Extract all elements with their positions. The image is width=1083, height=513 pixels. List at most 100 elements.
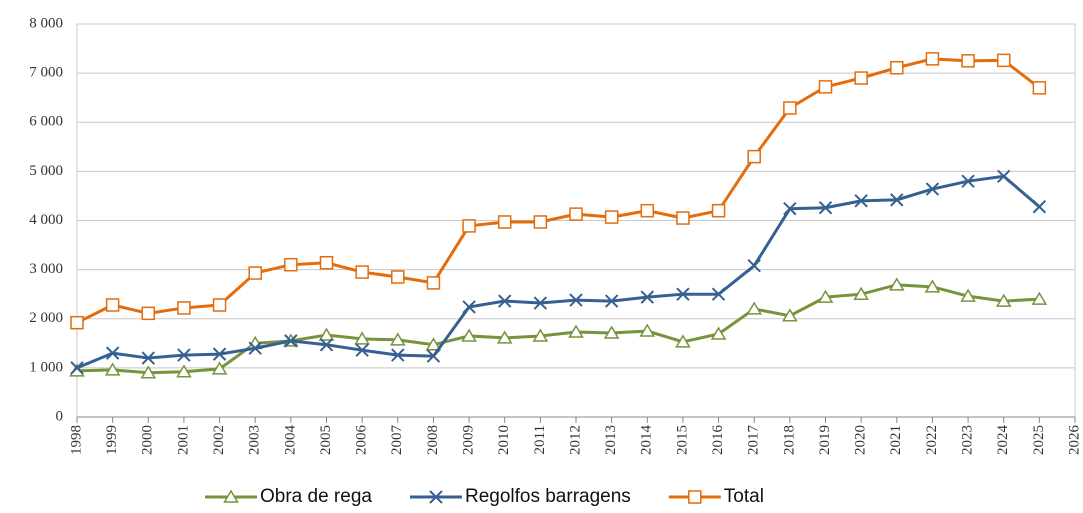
x-tick-label: 2001 [175,425,191,455]
marker [675,334,691,348]
series-line [76,174,1041,370]
x-tick-label: 2012 [567,425,583,455]
marker [105,346,120,360]
x-tick-label: 2013 [603,425,619,455]
marker [355,265,369,279]
marker [70,315,84,330]
marker [177,348,191,362]
marker [817,289,834,303]
marker [604,210,619,224]
marker [604,294,619,308]
marker [70,361,84,375]
marker [676,287,690,301]
y-tick-label: 7 000 [29,65,63,81]
marker [211,361,228,375]
legend-item: Regolfos barragens [409,486,631,507]
x-tick-label: 2021 [888,425,904,455]
x-tick-label: 2007 [389,425,405,456]
legend-item: Total [668,486,764,507]
x-tick-label: 2002 [211,425,227,455]
marker [462,300,476,314]
marker [711,203,726,218]
marker [104,362,121,376]
marker [569,293,583,307]
marker [961,174,975,188]
marker [640,290,654,304]
marker [284,334,298,348]
x-tick-label: 2011 [532,425,548,454]
marker [961,54,975,68]
legend: Obra de rega Regolfos barragens Total [205,486,764,507]
marker [747,149,761,164]
marker [925,52,940,66]
x-tick-label: 2003 [247,425,263,455]
marker [782,308,798,322]
marker [1031,291,1048,305]
marker [710,326,727,340]
x-tick-label: 1999 [104,425,120,455]
y-tick-label: 5 000 [29,163,63,179]
legend-item: Obra de rega [205,486,372,507]
marker [496,330,513,344]
marker [925,182,940,196]
x-tick-label: 2023 [960,425,976,455]
x-tick-label: 2026 [1066,425,1082,456]
x-tick-label: 2005 [318,425,334,455]
x-tick-label: 2008 [425,425,441,455]
y-tick-label: 8 000 [29,15,63,31]
x-tick-label: 2015 [674,425,690,455]
x-tick-label: 2020 [853,425,869,455]
marker [177,301,191,315]
marker [354,331,370,345]
marker [426,276,441,290]
x-tick-label: 2018 [781,425,797,455]
marker [212,347,227,361]
x-tick-label: 2004 [282,425,298,456]
x-tick-label: 2010 [496,425,512,455]
legend-label: Total [724,486,764,507]
y-tick-label: 3 000 [29,261,63,277]
marker [141,306,156,321]
series-line [76,283,1040,375]
x-tick-label: 2000 [140,425,156,455]
marker [997,169,1011,183]
marker [318,327,335,341]
marker [1032,200,1047,214]
y-tick-label: 2 000 [29,310,63,326]
marker [355,343,369,357]
marker [319,338,334,352]
legend-label: Regolfos barragens [465,486,631,507]
legend-label: Obra de rega [260,486,372,507]
x-tick-label: 2022 [924,425,940,455]
marker [888,277,905,291]
marker [890,193,904,207]
marker [212,298,227,312]
x-tick-label: 2017 [746,425,762,456]
x-tick-label: 2025 [1031,425,1047,455]
marker [711,287,726,301]
marker [639,323,656,337]
marker [924,279,941,293]
x-tick-label: 2009 [461,425,477,455]
marker [248,341,262,355]
marker [497,215,512,229]
marker [747,258,761,273]
y-tick-label: 4 000 [29,212,63,228]
marker [533,296,548,310]
marker [818,201,833,215]
marker [783,202,797,216]
marker [533,215,548,229]
marker [688,490,702,504]
marker [391,270,405,284]
marker [890,60,904,75]
marker [498,294,512,308]
marker [603,325,620,339]
marker [995,293,1012,307]
marker [426,349,441,363]
marker [141,351,155,365]
marker [854,71,868,85]
x-tick-label: 2024 [995,425,1011,456]
marker [568,324,584,338]
marker [532,328,549,342]
